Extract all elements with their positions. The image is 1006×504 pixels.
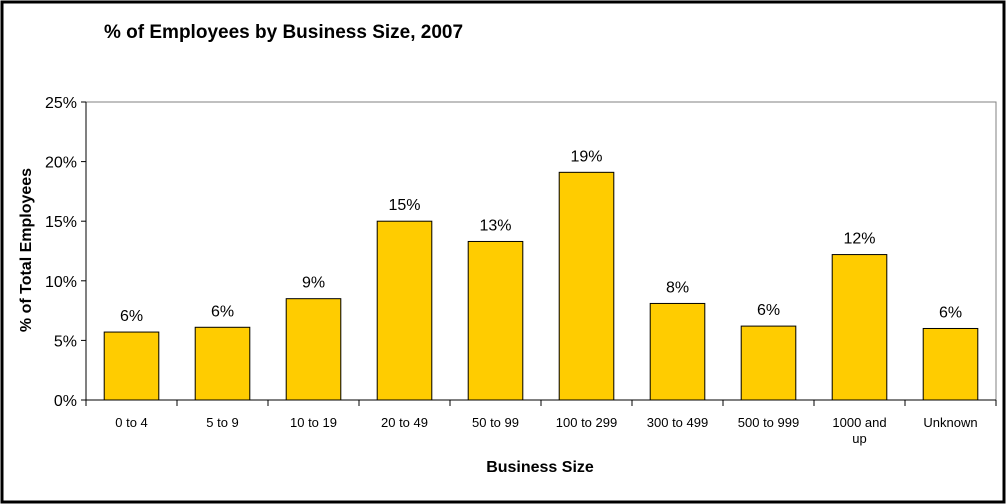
data-label: 6% <box>939 304 962 321</box>
y-tick-label: 0% <box>54 393 77 410</box>
bar <box>376 220 433 401</box>
x-tick-label: 50 to 99 <box>472 415 519 430</box>
bar <box>194 326 251 401</box>
x-tick-label: 5 to 9 <box>206 415 239 430</box>
x-tick-label: 500 to 999 <box>738 415 799 430</box>
data-label: 15% <box>388 197 420 214</box>
x-tick-label: 100 to 299 <box>556 415 617 430</box>
bar <box>649 302 706 401</box>
y-tick-label: 5% <box>54 333 77 350</box>
x-tick-label: 20 to 49 <box>381 415 428 430</box>
y-tick-label: 20% <box>45 155 77 172</box>
x-tick-label: 0 to 4 <box>115 415 148 430</box>
data-label: 6% <box>120 308 143 325</box>
data-label: 8% <box>666 279 689 296</box>
bar <box>558 171 615 401</box>
x-axis-title: Business Size <box>486 459 594 476</box>
data-label: 19% <box>570 148 602 165</box>
bar <box>831 254 888 401</box>
y-axis-title: % of Total Employees <box>18 168 35 332</box>
x-tick-label: 1000 and up <box>832 415 886 446</box>
x-tick-label: 10 to 19 <box>290 415 337 430</box>
data-label: 13% <box>479 217 511 234</box>
bar <box>285 298 342 401</box>
y-tick-label: 25% <box>45 95 77 112</box>
bar <box>740 325 797 401</box>
bar <box>103 331 160 401</box>
bar <box>467 240 524 401</box>
chart-title: % of Employees by Business Size, 2007 <box>104 22 463 43</box>
x-tick-label: Unknown <box>923 415 977 430</box>
x-tick-label: 300 to 499 <box>647 415 708 430</box>
bar <box>922 327 979 401</box>
data-label: 6% <box>757 302 780 319</box>
y-tick-label: 10% <box>45 274 77 291</box>
data-label: 12% <box>843 231 875 248</box>
data-label: 6% <box>211 303 234 320</box>
data-label: 9% <box>302 275 325 292</box>
y-tick-label: 15% <box>45 214 77 231</box>
